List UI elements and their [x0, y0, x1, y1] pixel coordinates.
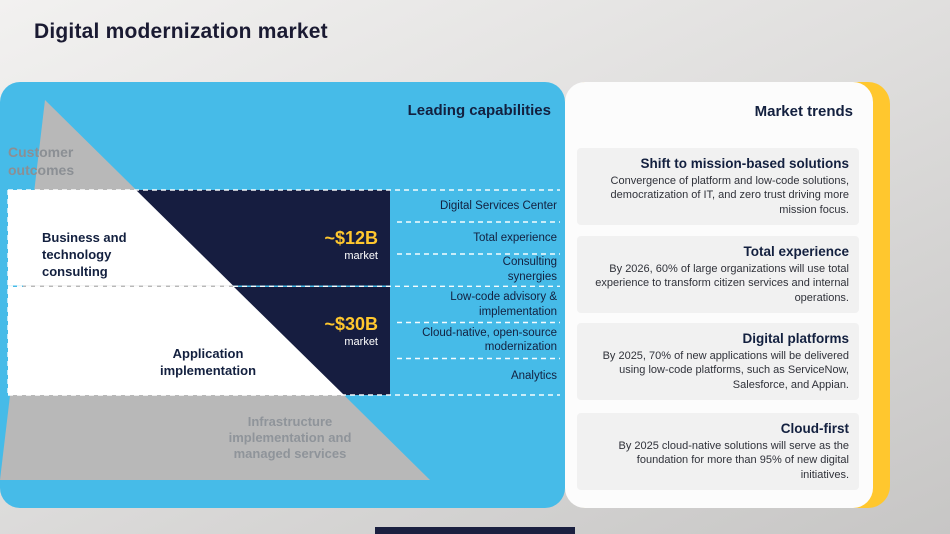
segment-label-consulting: Business and technology consulting — [42, 230, 127, 279]
trend-body: By 2025, 70% of new applications will be… — [602, 350, 849, 391]
trend-body: By 2025 cloud-native solutions will serv… — [618, 440, 849, 481]
market-size-implementation: ~$30B market — [278, 314, 378, 348]
footer-bar — [375, 527, 575, 534]
market-word: market — [344, 335, 378, 348]
trend-body: By 2026, 60% of large organizations will… — [595, 263, 849, 304]
pyramid-diagram — [0, 100, 560, 480]
trend-title: Total experience — [743, 244, 849, 259]
trend-block-cloud-first: Cloud-first By 2025 cloud-native solutio… — [577, 413, 859, 490]
pyramid-label-infrastructure: Infrastructure implementation and manage… — [228, 414, 352, 461]
capability-row: Cloud-native, open-source modernization — [397, 322, 557, 358]
capabilities-panel: Leading capabilities Customer outcomes B… — [0, 82, 565, 508]
capability-label: Total experience — [473, 231, 557, 244]
navy-slice-consulting — [136, 190, 390, 286]
capability-label: Digital Services Center — [440, 199, 557, 212]
capability-row: Low-code advisory & implementation — [397, 287, 557, 322]
capability-row: Analytics — [397, 358, 557, 395]
capability-label: Consulting synergies — [502, 256, 557, 283]
dashed-dividers — [7, 189, 560, 396]
navy-slice-implementation — [234, 287, 390, 395]
trend-block-mission-based: Shift to mission-based solutions Converg… — [577, 148, 859, 225]
market-value: ~$12B — [324, 228, 378, 248]
market-word: market — [344, 249, 378, 262]
capability-row: Digital Services Center — [397, 190, 557, 222]
trend-block-digital-platforms: Digital platforms By 2025, 70% of new ap… — [577, 323, 859, 400]
trend-title: Shift to mission-based solutions — [640, 156, 849, 171]
trend-title: Digital platforms — [742, 331, 849, 346]
capability-row: Total experience — [397, 222, 557, 254]
market-value: ~$30B — [324, 314, 378, 334]
market-size-consulting: ~$12B market — [278, 228, 378, 262]
capability-row: Consulting synergies — [397, 254, 557, 285]
pyramid-label-customer-outcomes: Customer outcomes — [8, 144, 75, 178]
market-trends-heading: Market trends — [754, 103, 853, 120]
capability-label: Low-code advisory & implementation — [450, 291, 557, 318]
leading-capabilities-heading: Leading capabilities — [407, 102, 551, 119]
capability-label: Analytics — [510, 370, 557, 383]
capability-label: Cloud-native, open-source modernization — [422, 326, 557, 353]
trend-block-total-experience: Total experience By 2026, 60% of large o… — [577, 236, 859, 313]
trend-body: Convergence of platform and low-code sol… — [610, 175, 849, 216]
page-title: Digital modernization market — [34, 20, 328, 43]
market-trends-panel: Market trends Shift to mission-based sol… — [565, 82, 873, 508]
trend-title: Cloud-first — [780, 421, 849, 436]
segment-label-implementation: Application implementation — [159, 346, 257, 378]
